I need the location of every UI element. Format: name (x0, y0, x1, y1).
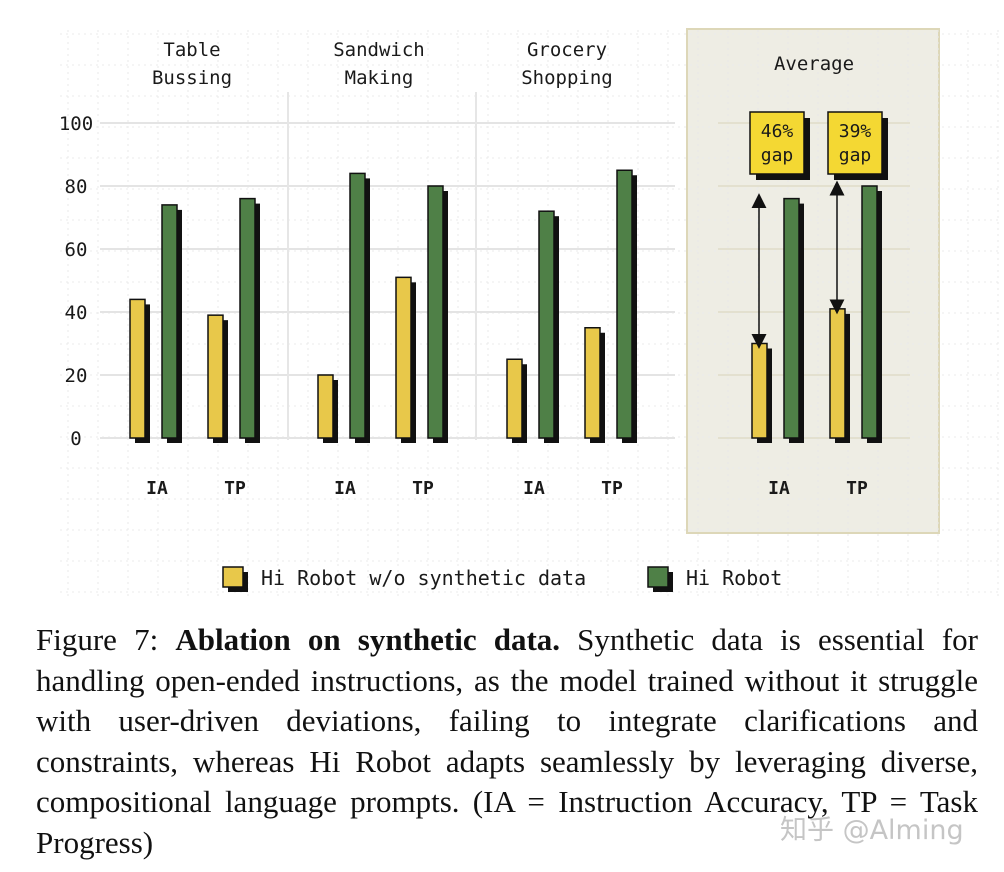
legend-label-hi-robot: Hi Robot (686, 566, 782, 590)
xcat-label-average-ia: IA (768, 478, 790, 499)
ytick-label-40: 40 (65, 302, 88, 324)
bar-grocery-shopping-ia-hi-robot-w-o-synthetic-data (506, 358, 523, 439)
watermark: 知乎 @Alming (780, 815, 964, 846)
xcat-label-table-bussing-ia: IA (146, 478, 168, 499)
xcat-label-sandwich-making-tp: TP (412, 478, 434, 499)
xcat-label-grocery-shopping-tp: TP (601, 478, 623, 499)
bar-average-tp-hi-robot (861, 185, 878, 439)
ytick-label-60: 60 (65, 239, 88, 261)
bar-grocery-shopping-tp-hi-robot (616, 169, 633, 439)
gap-badge-text-ia-1: 46% (761, 121, 794, 142)
group-title-grocery-shopping-line-1: Grocery (527, 39, 607, 61)
group-title-table-bussing-line-2: Bussing (152, 67, 232, 89)
bar-average-ia-hi-robot (783, 197, 800, 439)
ytick-label-100: 100 (59, 113, 93, 135)
bar-grocery-shopping-tp-hi-robot-w-o-synthetic-data (584, 327, 601, 439)
bar-sandwich-making-tp-hi-robot-w-o-synthetic-data (395, 276, 412, 439)
legend-label-hi-robot-w-o-synthetic-data: Hi Robot w/o synthetic data (261, 566, 586, 590)
bar-sandwich-making-tp-hi-robot (427, 185, 444, 439)
group-title-grocery-shopping-line-2: Shopping (521, 67, 613, 89)
legend-swatch-hi-robot (647, 566, 669, 588)
xcat-label-sandwich-making-ia: IA (334, 478, 356, 499)
bar-table-bussing-ia-hi-robot (161, 204, 178, 439)
group-title-sandwich-making-line-2: Making (345, 67, 414, 89)
caption-label: Figure 7: (36, 622, 159, 657)
bar-table-bussing-tp-hi-robot-w-o-synthetic-data (207, 314, 224, 439)
xcat-label-average-tp: TP (846, 478, 868, 499)
average-panel (686, 28, 940, 534)
gap-badge-tp (827, 111, 883, 175)
ytick-label-20: 20 (65, 365, 88, 387)
gap-badge-text-ia-2: gap (761, 145, 794, 166)
ytick-label-80: 80 (65, 176, 88, 198)
bar-grocery-shopping-ia-hi-robot (538, 210, 555, 439)
gap-badge-text-tp-2: gap (839, 145, 872, 166)
legend-swatch-hi-robot-w-o-synthetic-data (222, 566, 244, 588)
bar-chart: 0 20 40 60 80 100 Table Bussing Sandwich Making Gr… (59, 28, 1000, 600)
gap-badge-text-tp-1: 39% (839, 121, 872, 142)
figure-caption: Figure 7: Ablation on synthetic data. Sy… (36, 620, 978, 863)
bar-table-bussing-ia-hi-robot-w-o-synthetic-data (129, 298, 146, 439)
xcat-label-table-bussing-tp: TP (224, 478, 246, 499)
caption-bold-title: Ablation on synthetic data. (175, 622, 561, 657)
group-title-sandwich-making-line-1: Sandwich (333, 39, 425, 61)
bar-sandwich-making-ia-hi-robot (349, 172, 366, 439)
bar-average-tp-hi-robot-w-o-synthetic-data (829, 308, 846, 439)
xcat-label-grocery-shopping-ia: IA (523, 478, 545, 499)
gap-badge-ia (749, 111, 805, 175)
bar-sandwich-making-ia-hi-robot-w-o-synthetic-data (317, 374, 334, 439)
ytick-label-0: 0 (70, 428, 81, 450)
caption-text: Synthetic data is essential for handling… (36, 622, 979, 860)
group-title-average-line-1: Average (774, 53, 854, 75)
bar-table-bussing-tp-hi-robot (239, 197, 256, 439)
bar-average-ia-hi-robot-w-o-synthetic-data (751, 342, 768, 439)
group-title-table-bussing-line-1: Table (163, 39, 220, 61)
